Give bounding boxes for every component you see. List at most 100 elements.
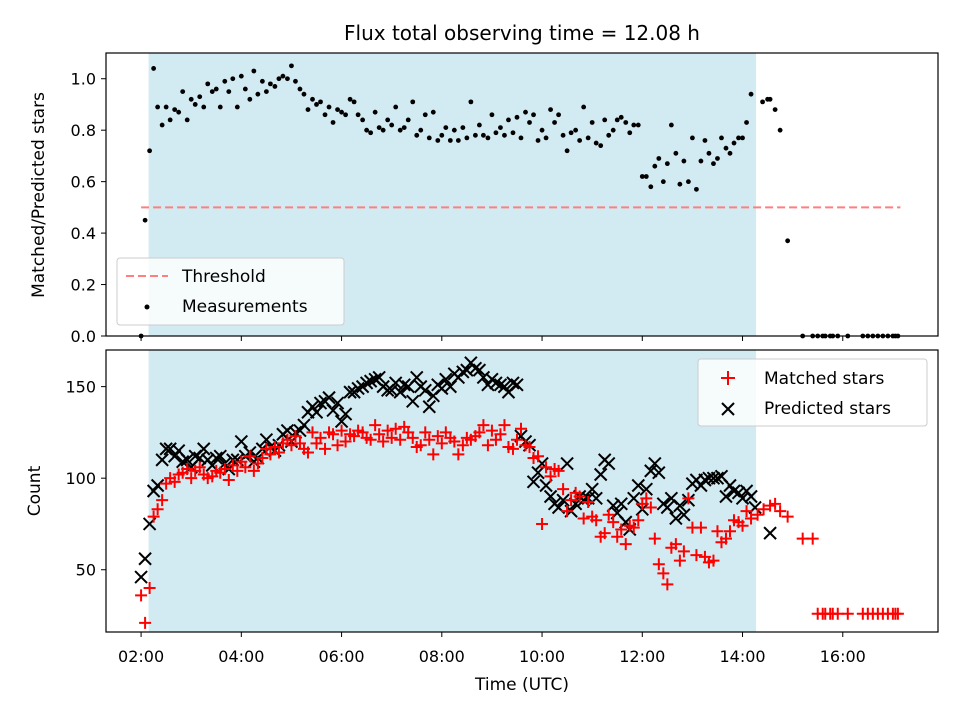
measurement-point (539, 127, 545, 133)
predicted-star-point (673, 498, 687, 513)
matched-star-point (481, 439, 494, 452)
measurement-point (481, 132, 486, 138)
measurement-point (364, 127, 370, 133)
predicted-star-point (660, 500, 675, 515)
predicted-star-point (763, 526, 777, 540)
measurement-point (439, 132, 445, 138)
matched-star-point (168, 475, 181, 488)
predicted-star-point (744, 489, 758, 504)
measurement-point (639, 174, 645, 179)
measurement-point (155, 104, 161, 110)
measurement-point (581, 104, 587, 110)
measurement-point (593, 140, 599, 146)
matched-star-point (577, 512, 590, 525)
measurement-point (460, 125, 466, 131)
predicted-star-point (648, 456, 662, 471)
predicted-star-point (710, 471, 725, 485)
predicted-star-point (526, 475, 541, 489)
top-y-tick-label: 0.0 (71, 327, 96, 346)
matched-star-point (394, 433, 407, 446)
bottom-shaded-interval (148, 350, 757, 632)
matched-star-point (506, 442, 519, 455)
measurement-point (167, 117, 173, 123)
predicted-star-point (614, 497, 628, 511)
measurement-point (184, 117, 190, 123)
matched-star-point (602, 508, 615, 521)
matched-star-point (719, 532, 732, 545)
matched-star-point (452, 448, 465, 461)
measurement-point (731, 140, 737, 146)
matched-star-point (757, 503, 770, 516)
measurement-point (368, 130, 374, 136)
predicted-star-point (706, 471, 721, 485)
predicted-star-point (150, 478, 165, 493)
measurement-point (418, 127, 424, 133)
measurement-point (259, 78, 265, 84)
matched-star-point (523, 441, 536, 454)
measurement-point (485, 135, 491, 141)
measurement-point (380, 127, 386, 133)
matched-star-point (751, 508, 764, 521)
predicted-star-point (338, 407, 353, 421)
matched-star-point (590, 514, 603, 527)
legend-matched-label: Matched stars (764, 369, 884, 389)
measurement-point (217, 104, 223, 110)
matched-star-point (185, 472, 198, 485)
predicted-star-point (330, 396, 345, 410)
measurement-point (502, 132, 507, 138)
measurement-point (698, 158, 704, 164)
measurement-point (455, 138, 461, 143)
predicted-star-point (639, 482, 654, 496)
predicted-star-point (418, 383, 432, 397)
matched-star-point (389, 422, 402, 435)
measurement-point (347, 96, 353, 102)
matched-star-point (673, 554, 686, 567)
measurement-point (242, 86, 248, 92)
matched-star-point (427, 448, 440, 461)
measurement-point (736, 135, 741, 141)
bottom-y-axis-label: Count (25, 465, 45, 516)
matched-star-point (272, 446, 285, 459)
predicted-star-point (560, 456, 574, 471)
predicted-star-point (472, 363, 487, 377)
measurement-point (560, 132, 566, 138)
measurement-point (627, 130, 633, 136)
measurement-point (585, 135, 591, 141)
measurement-point (192, 102, 198, 107)
matched-star-point (598, 527, 611, 540)
measurement-point (614, 117, 620, 123)
matched-star-point (736, 519, 749, 532)
bottom-y-tick-label: 150 (65, 378, 96, 397)
measurement-point (543, 135, 549, 141)
measurement-point (711, 161, 716, 167)
measurement-point (188, 96, 194, 102)
matched-star-point (239, 461, 252, 474)
predicted-star-point (497, 379, 512, 394)
x-tick-label: 06:00 (319, 647, 365, 666)
matched-star-point (510, 433, 523, 446)
bottom-plot-area (134, 356, 904, 629)
matched-star-point (682, 492, 695, 505)
matched-star-point (619, 538, 632, 551)
measurement-point (226, 89, 232, 94)
measurement-point (201, 104, 207, 110)
measurement-point (472, 132, 478, 138)
measurement-point (760, 99, 765, 105)
matched-star-point (231, 464, 244, 477)
matched-star-point (690, 549, 703, 562)
predicted-star-point (209, 451, 223, 465)
predicted-star-point (138, 552, 152, 566)
measurement-point (422, 112, 428, 118)
measurement-point (577, 138, 583, 143)
matched-star-point (156, 494, 169, 507)
measurement-point (255, 91, 261, 97)
measurement-point (163, 104, 169, 110)
matched-star-point (648, 532, 661, 545)
predicted-star-point (372, 370, 386, 385)
matched-star-point (640, 492, 653, 505)
measurement-point (335, 107, 340, 112)
matched-star-point (774, 505, 787, 518)
measurement-point (664, 161, 670, 167)
predicted-star-point (489, 376, 503, 390)
bottom-panel: 50 100 150 02:00 04:00 06:00 08:00 10:00 12:00 14… (25, 349, 939, 695)
